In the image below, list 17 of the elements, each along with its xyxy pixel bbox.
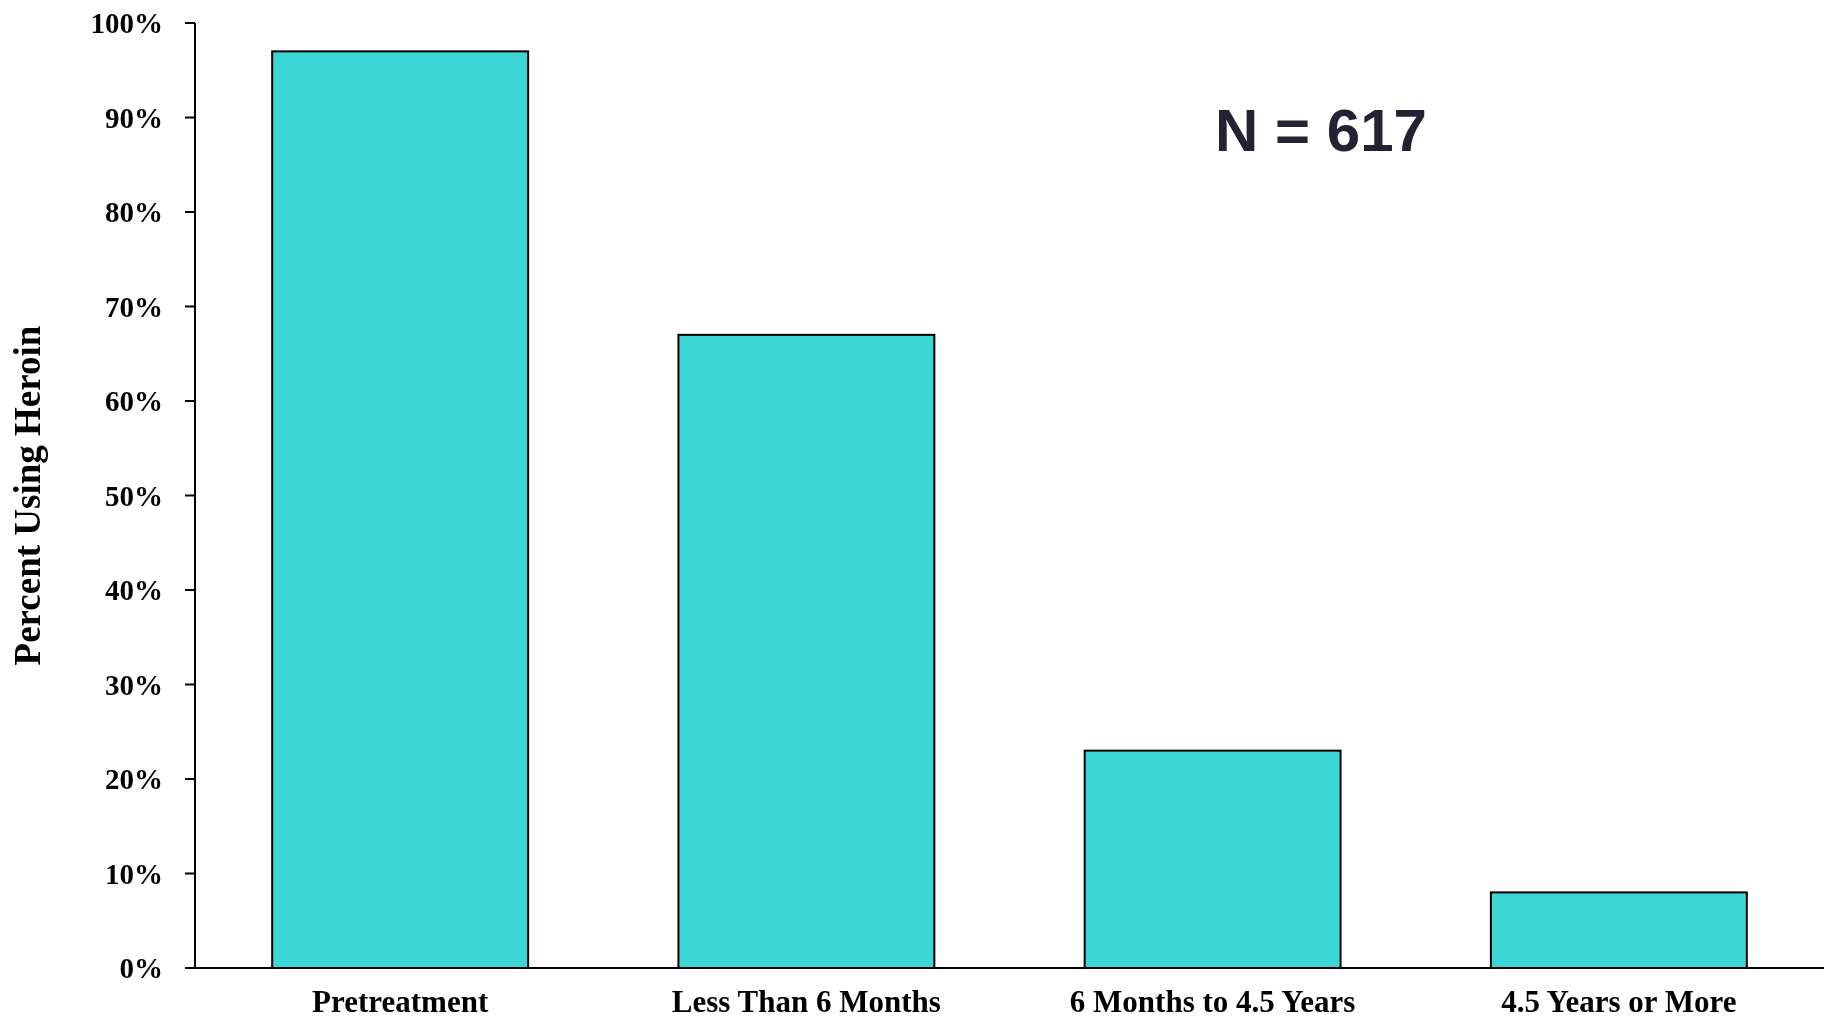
y-tick-label: 50% xyxy=(105,479,163,512)
x-tick-label: Less Than 6 Months xyxy=(671,984,941,1019)
y-tick-label: 10% xyxy=(105,857,163,890)
y-tick-label: 80% xyxy=(105,196,163,229)
y-tick-label: 100% xyxy=(90,7,163,40)
y-tick-label: 70% xyxy=(105,290,163,323)
x-tick-label: 6 Months to 4.5 Years xyxy=(1069,984,1356,1019)
x-tick-label: Pretreatment xyxy=(312,984,489,1019)
y-axis-title: Percent Using Heroin xyxy=(7,325,48,666)
y-tick-label: 40% xyxy=(105,574,163,607)
y-tick-label: 0% xyxy=(119,952,163,985)
y-tick-label: 90% xyxy=(105,101,163,134)
y-tick-label: 20% xyxy=(105,763,163,796)
y-tick-label: 60% xyxy=(105,385,163,418)
annotation: N = 617 xyxy=(1215,97,1427,164)
y-tick-label: 30% xyxy=(105,668,163,701)
x-tick-label: 4.5 Years or More xyxy=(1501,984,1737,1019)
